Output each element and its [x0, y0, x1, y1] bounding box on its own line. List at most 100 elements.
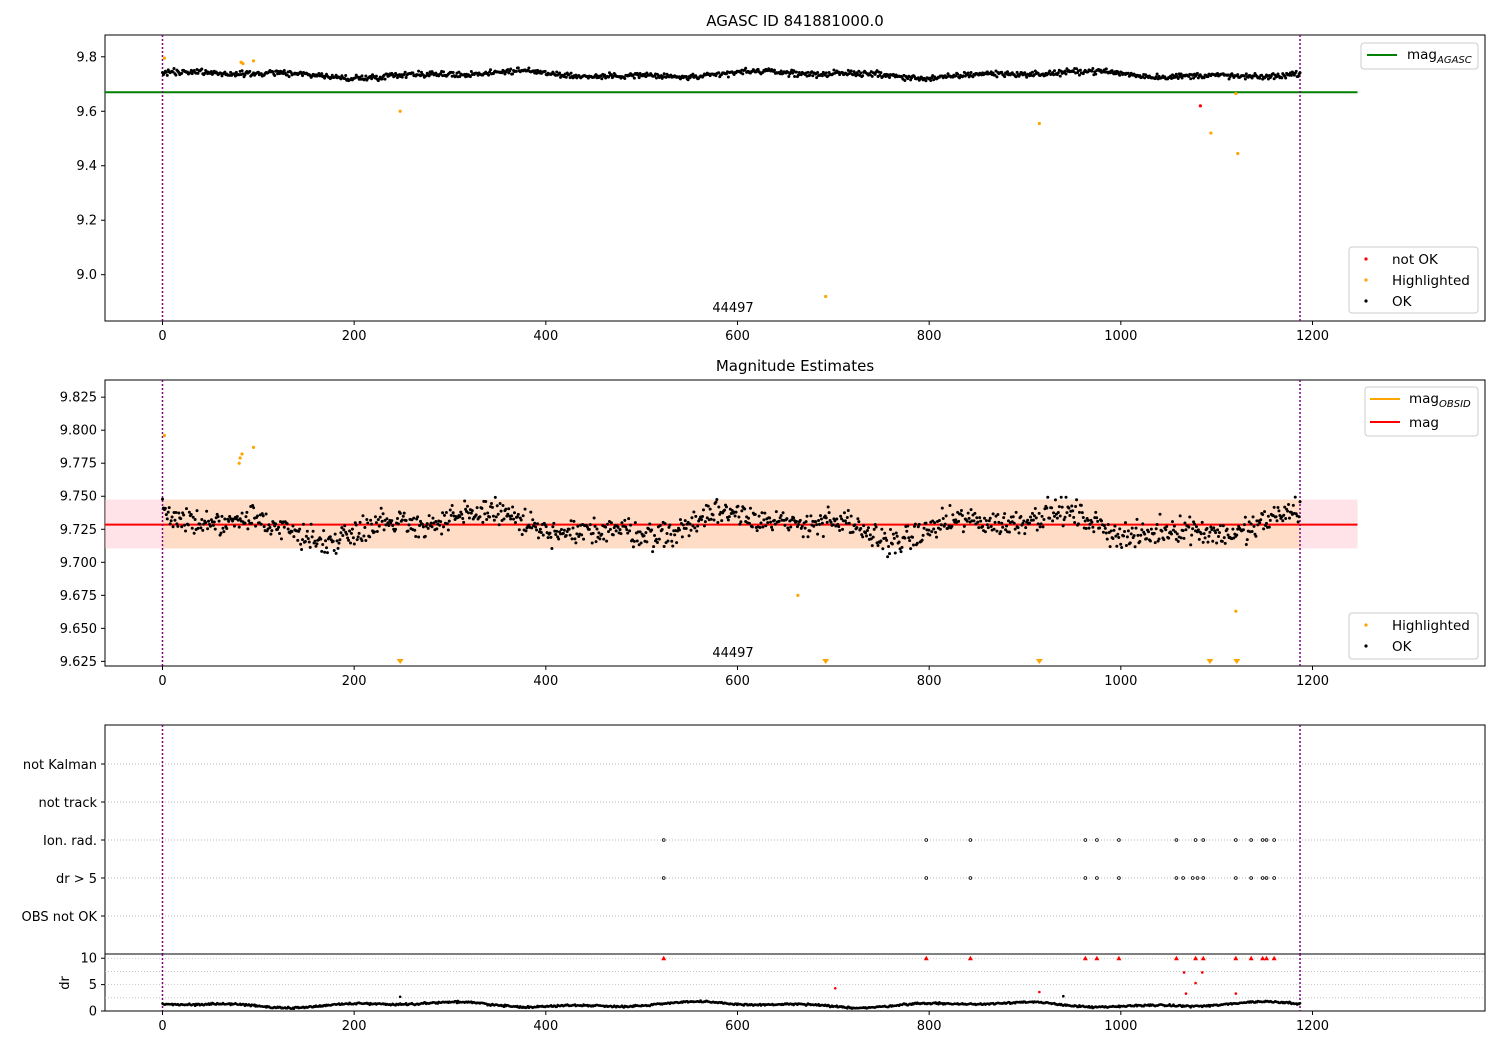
not-ok-point — [1038, 990, 1041, 994]
ok-point — [183, 523, 187, 527]
ok-point — [1281, 519, 1285, 523]
capped-marker — [967, 955, 973, 961]
ok-point — [417, 69, 421, 73]
ok-point — [888, 75, 892, 79]
ok-point — [400, 75, 404, 79]
ok-point — [772, 68, 776, 72]
ok-point — [321, 543, 325, 547]
ok-point — [262, 525, 266, 529]
ok-point — [706, 504, 710, 508]
ok-point — [657, 537, 661, 541]
panel1-annotation: 44497 — [712, 301, 753, 316]
y-tick-label: 9.650 — [60, 622, 97, 637]
ok-point — [213, 527, 217, 531]
flag-point — [968, 876, 973, 880]
ok-point — [1023, 532, 1027, 536]
ok-point — [346, 536, 350, 540]
ok-point — [801, 535, 805, 539]
ok-point — [375, 530, 379, 534]
ok-point — [298, 527, 302, 531]
ok-point — [1115, 544, 1119, 548]
ok-point — [1283, 505, 1287, 509]
ok-point — [1249, 522, 1253, 526]
ok-point — [1172, 524, 1176, 528]
ok-point — [1006, 519, 1010, 523]
ok-point — [173, 518, 177, 522]
ok-point — [1059, 495, 1063, 499]
ok-point — [673, 533, 677, 537]
flag-point — [1083, 876, 1088, 880]
ok-point — [243, 521, 247, 525]
ok-point — [494, 515, 498, 519]
flag-point — [1190, 876, 1195, 880]
ok-point — [815, 76, 819, 80]
ok-point — [733, 514, 737, 518]
ok-point — [1140, 528, 1144, 532]
ok-point — [222, 530, 226, 534]
ok-point — [1123, 529, 1127, 533]
ok-point — [1068, 514, 1072, 518]
ok-point — [593, 524, 597, 528]
ok-point — [1086, 518, 1090, 522]
legend2-highlighted: Highlighted — [1392, 618, 1470, 634]
ok-point — [714, 500, 718, 504]
ok-point — [1170, 532, 1174, 536]
ok-point — [334, 551, 338, 555]
ok-point — [846, 508, 850, 512]
ok-point — [175, 522, 179, 526]
dr-panel: 0 5 10 0 200 400 600 800 1000 1200 dr — [58, 952, 1486, 1034]
ok-point — [304, 534, 308, 538]
ok-point — [808, 529, 812, 533]
ok-point — [1050, 506, 1054, 510]
ok-point — [282, 69, 286, 73]
y-tick-label: 9.6 — [76, 105, 97, 120]
ok-point — [301, 74, 305, 78]
ok-point — [1110, 69, 1114, 73]
ok-point — [859, 526, 863, 530]
ok-point — [861, 535, 865, 539]
ok-point — [442, 70, 446, 74]
ok-point — [783, 523, 787, 527]
ok-point — [1194, 525, 1198, 529]
ok-point — [1183, 521, 1187, 525]
ok-point — [480, 506, 484, 510]
ok-point — [1149, 527, 1153, 531]
ok-point — [821, 534, 825, 538]
ok-point — [357, 531, 361, 535]
ok-point — [1226, 73, 1230, 77]
ok-point — [524, 529, 528, 533]
ok-point — [747, 521, 751, 525]
ok-point — [208, 524, 212, 528]
legend-mag-obsid: mag — [1409, 391, 1439, 407]
x-tick-label: 1200 — [1296, 674, 1329, 689]
ok-point — [577, 535, 581, 539]
ok-point — [956, 510, 960, 514]
ok-point — [1098, 526, 1102, 530]
highlighted-point — [251, 59, 256, 63]
x-tick-label: 200 — [342, 674, 367, 689]
ok-point — [940, 506, 944, 510]
ok-point — [727, 515, 731, 519]
ok-point — [1129, 532, 1133, 536]
ok-point — [726, 518, 730, 522]
ok-point — [1058, 514, 1062, 518]
ok-point — [1046, 495, 1050, 499]
ok-point — [217, 519, 221, 523]
ok-point — [1171, 528, 1175, 532]
ok-point — [987, 519, 991, 523]
ok-point — [1193, 522, 1197, 526]
ok-point — [1064, 495, 1068, 499]
ok-point — [1106, 522, 1110, 526]
ok-point — [966, 71, 970, 75]
ok-point — [1280, 76, 1284, 80]
ok-point — [1015, 70, 1019, 74]
flag-point — [1249, 838, 1253, 842]
ok-point — [893, 551, 897, 555]
ok-point — [444, 510, 448, 514]
ok-point — [973, 511, 977, 515]
ok-point — [1075, 498, 1079, 502]
ok-point — [1210, 528, 1214, 532]
ok-point — [947, 524, 951, 528]
ok-point — [664, 75, 668, 79]
ok-point — [521, 514, 525, 518]
